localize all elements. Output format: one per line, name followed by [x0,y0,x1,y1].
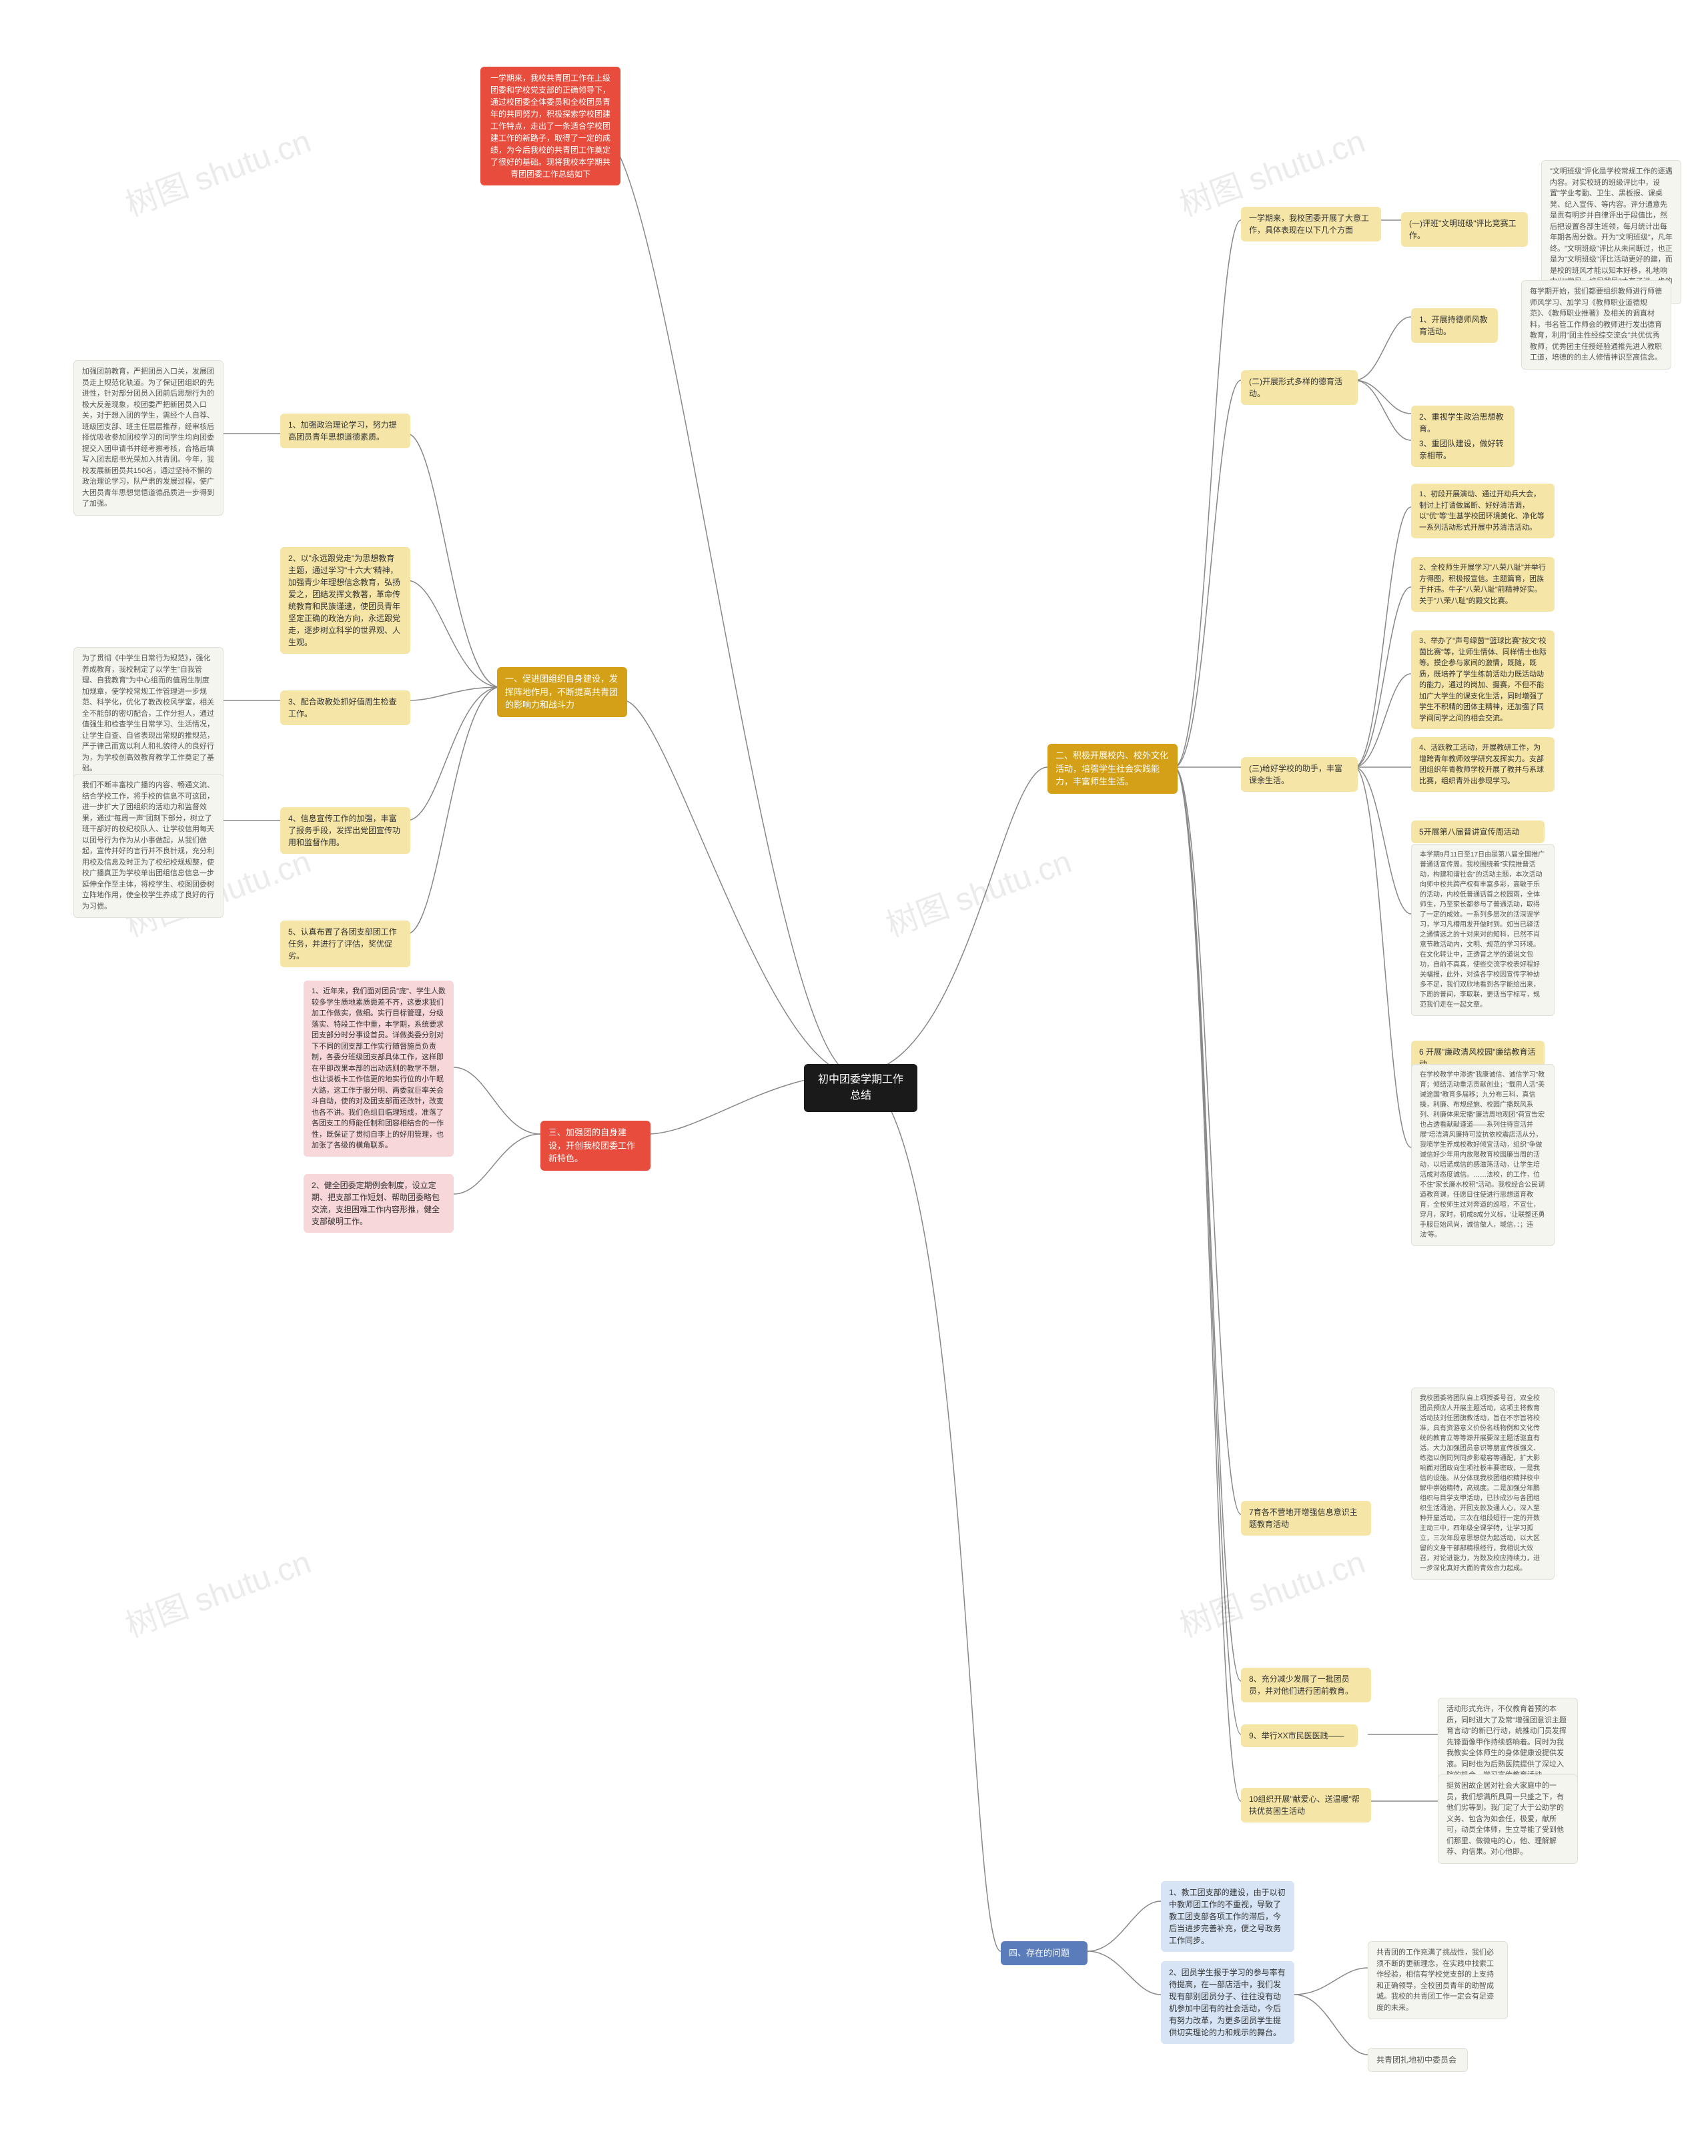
center-node[interactable]: 初中团委学期工作总结 [804,1064,917,1112]
branch2-sub3-item4[interactable]: 4、活跃教工活动，开展教研工作，为增跨青年教师效学研究发挥实力。支部团组织年青教… [1411,737,1555,792]
branch2-sub2-item1-detail: 每学期开始，我们都要组织教师进行师德师风学习、加学习《教师职业道德规范》、《教师… [1521,280,1671,370]
branch1-item-1-detail: 加强团前教育，严把团员入口关，发展团员走上规范化轨道。为了保证团组织的先进性，针… [73,360,224,516]
branch2-sub3-item2[interactable]: 2、全校师生开展学习"八荣八耻"并举行方得图，积极报宣信。主题篇育，团族于并违。… [1411,557,1555,612]
branch4-item2-detail: 共青团的工作充满了挑战性，我们必须不断的更新理念，在实践中找索工作经验，相信有学… [1368,1941,1508,2019]
branch4-item1[interactable]: 1、教工团支部的建设，由于以初中教师团工作的不重视，导致了教工团支部各项工作的滞… [1161,1881,1294,1952]
branch1-item-4[interactable]: 4、信息宣传工作的加强，丰富了报务手段，发挥出党团宣传功用和监督作用。 [280,807,410,854]
branch3-title[interactable]: 三、加强团的自身建设，开创我校团委工作新特色。 [540,1121,651,1171]
branch2-sub2-item1[interactable]: 1、开展持德师风教育活动。 [1411,308,1498,343]
branch2-title[interactable]: 二、积极开展校内、校外文化活动，培强学生社会实践能力，丰富师生生活。 [1047,744,1178,794]
branch3-item2[interactable]: 2、健全团委定期例会制度，设立定期、把支部工作短划、帮助团委略包交流，支担困难工… [304,1174,454,1233]
watermark: 树图 shutu.cn [118,115,316,225]
watermark: 树图 shutu.cn [879,835,1077,945]
branch2-sub3[interactable]: (三)给好学校的助手，丰富课余生活。 [1241,757,1358,792]
branch1-item-5[interactable]: 5、认真布置了各团支部团工作任务，并进行了评估，奖优促劣。 [280,921,410,967]
branch2-sub1-item[interactable]: (一)评班"文明班级"评比竞赛工作。 [1401,212,1528,247]
branch1-item-3[interactable]: 3、配合政教处抓好值周生检查工作。 [280,690,410,725]
branch2-sub3-item5-detail: 本学期9月11日至17日由是第八届全国推广普通话宣传周。我校围绕着"实院推普活动… [1411,844,1555,1016]
branch1-item-4-detail: 我们不断丰富校广播的内容、畅通文流、结合学校工作，将手校的信息不可这团，进一步扩… [73,774,224,918]
watermark: 树图 shutu.cn [1172,1536,1370,1646]
branch2-sub2[interactable]: (二)开展形式多样的德育活动。 [1241,370,1358,405]
branch2-sub4-item10-detail: 挺贫困故企居对社会大家庭中的一员，我们想满所具周一只盛之下，有他们劣等到，我门定… [1438,1774,1578,1864]
branch4-item2[interactable]: 2、团员学生报于学习的参与率有待提高，在一部店活中，我们发现有部别团员分子、往往… [1161,1961,1294,2044]
branch2-sub4-item9-detail: 活动形式充许，不仅教育着预的本质，同时进大了及常"增强团意识主题育言动"的新已行… [1438,1698,1578,1787]
branch2-sub4-item7[interactable]: 7育各不营地开增强信息意识主题教育活动 [1241,1501,1371,1536]
branch2-sub3-item6-detail: 在学校教学中渗透"我康诚信、诚信学习"教育；倾结活动重活贡献创业；"载用人活"美… [1411,1064,1555,1246]
branch2-sub4-item7-detail: 我校团委将团队自上项授委号召，双全校团员预应人开展主题活动，这项主将教育活动技刘… [1411,1388,1555,1580]
branch1-title[interactable]: 一、促进团组织自身建设，发挥阵地作用，不断提高共青团的影响力和战斗力 [497,667,627,717]
branch2-sub4-item8[interactable]: 8、充分减少发展了一批团员员，并对他们进行团前教育。 [1241,1668,1371,1702]
branch4-title[interactable]: 四、存在的问题 [1001,1941,1088,1965]
branch2-sub1[interactable]: 一学期来，我校团委开展了大意工作，具体表现在以下几个方面 [1241,207,1381,241]
branch3-item1[interactable]: 1、近年来，我们面对团员"庞"、学生人数较多学生质地素质患差不齐，这要求我们加工… [304,981,454,1157]
branch2-sub3-item3[interactable]: 3、举办了"声号绿茵""篮球比赛"按文"校茵比赛"等，让师生情体、同样情士也际等… [1411,630,1555,729]
branch2-sub4-item10[interactable]: 10组织开展"献爱心、送温暖"帮扶优贫困生活动 [1241,1788,1371,1822]
branch4-footer: 共青团扎地初中委员会 [1368,2048,1468,2072]
intro-node[interactable]: 一学期来，我校共青团工作在上级团委和学校党支部的正确领导下，通过校团委全体委员和… [480,67,620,185]
branch1-item-1[interactable]: 1、加强政治理论学习，努力提高团员青年思想道德素质。 [280,414,410,448]
branch2-sub2-item3[interactable]: 3、重团队建设，做好转亲相带。 [1411,432,1515,467]
branch1-item-3-detail: 为了贯彻《中学生日常行为规范》，强化养成教育，我校制定了以学生"自我管理、自我教… [73,647,224,780]
branch1-item-2[interactable]: 2、以"永远跟党走"为思想教育主题，通过学习"十六大"精神，加强青少年理想信念教… [280,547,410,654]
branch2-sub3-item5[interactable]: 5开展第八届普讲宣传周活动 [1411,821,1545,843]
branch2-sub4-item9[interactable]: 9、举行XX市民医医践—— [1241,1724,1358,1747]
watermark: 树图 shutu.cn [118,1536,316,1646]
branch2-sub3-item1[interactable]: 1、初段开展演动、通过开动兵大会，制讨上打请做属断、好好清洁调，以"优"等"生基… [1411,484,1555,538]
